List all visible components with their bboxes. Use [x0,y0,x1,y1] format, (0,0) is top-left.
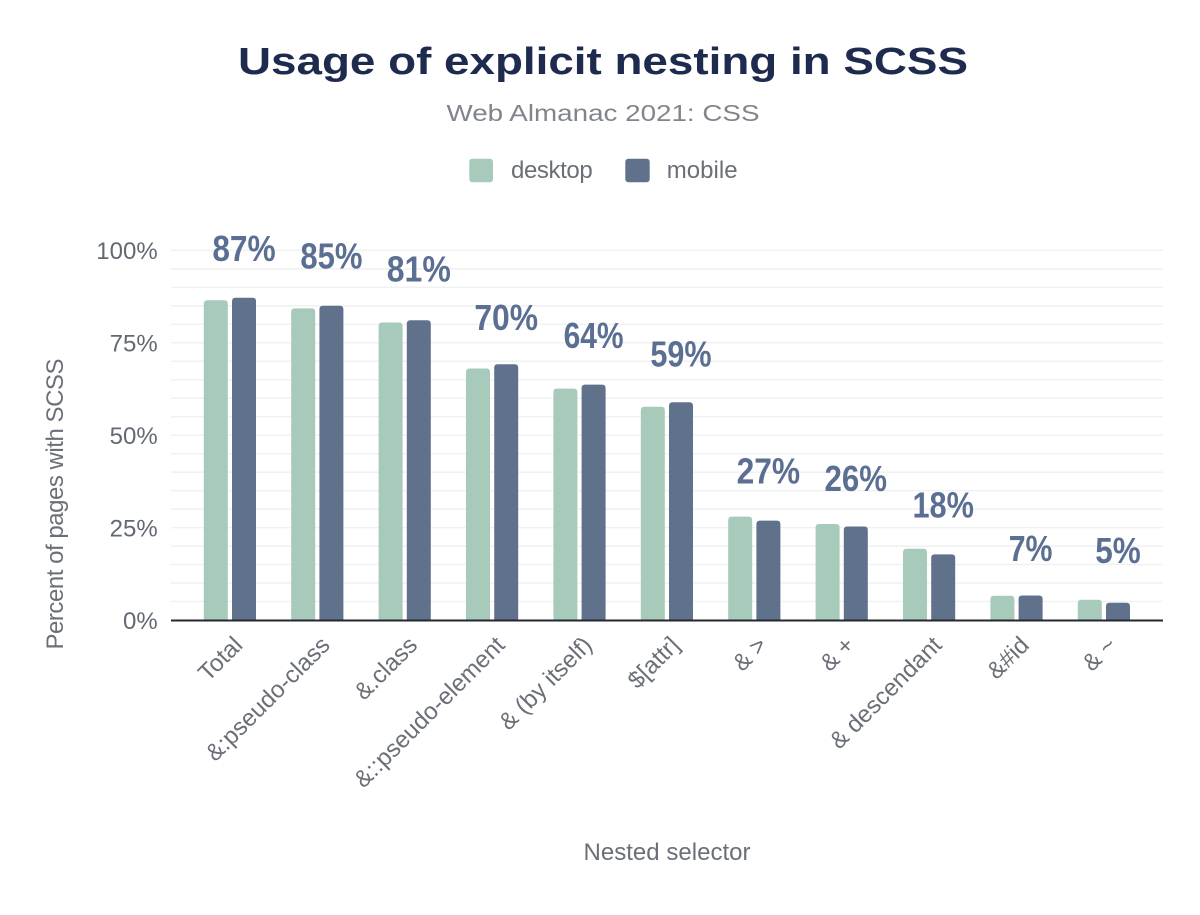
svg-text:26%: 26% [825,458,888,499]
svg-text:mobile: mobile [667,157,738,184]
svg-text:70%: 70% [474,297,538,338]
svg-text:Usage of explicit nesting in S: Usage of explicit nesting in SCSS [238,41,968,83]
svg-text:5%: 5% [1095,530,1141,571]
svg-text:Nested selector: Nested selector [584,839,751,866]
svg-text:59%: 59% [650,334,711,375]
svg-text:100%: 100% [96,238,157,265]
svg-text:Web Almanac 2021: CSS: Web Almanac 2021: CSS [447,100,760,126]
svg-text:87%: 87% [212,228,275,269]
svg-text:25%: 25% [110,515,158,542]
svg-text:75%: 75% [110,331,158,358]
svg-text:Percent of pages with SCSS: Percent of pages with SCSS [42,359,69,650]
svg-text:85%: 85% [300,235,362,276]
svg-text:50%: 50% [110,423,158,450]
svg-text:64%: 64% [564,315,624,356]
svg-text:7%: 7% [1009,528,1053,569]
svg-text:desktop: desktop [511,157,593,184]
svg-text:27%: 27% [737,451,801,492]
svg-text:0%: 0% [123,608,158,635]
svg-text:18%: 18% [912,485,974,526]
svg-text:81%: 81% [387,249,451,290]
